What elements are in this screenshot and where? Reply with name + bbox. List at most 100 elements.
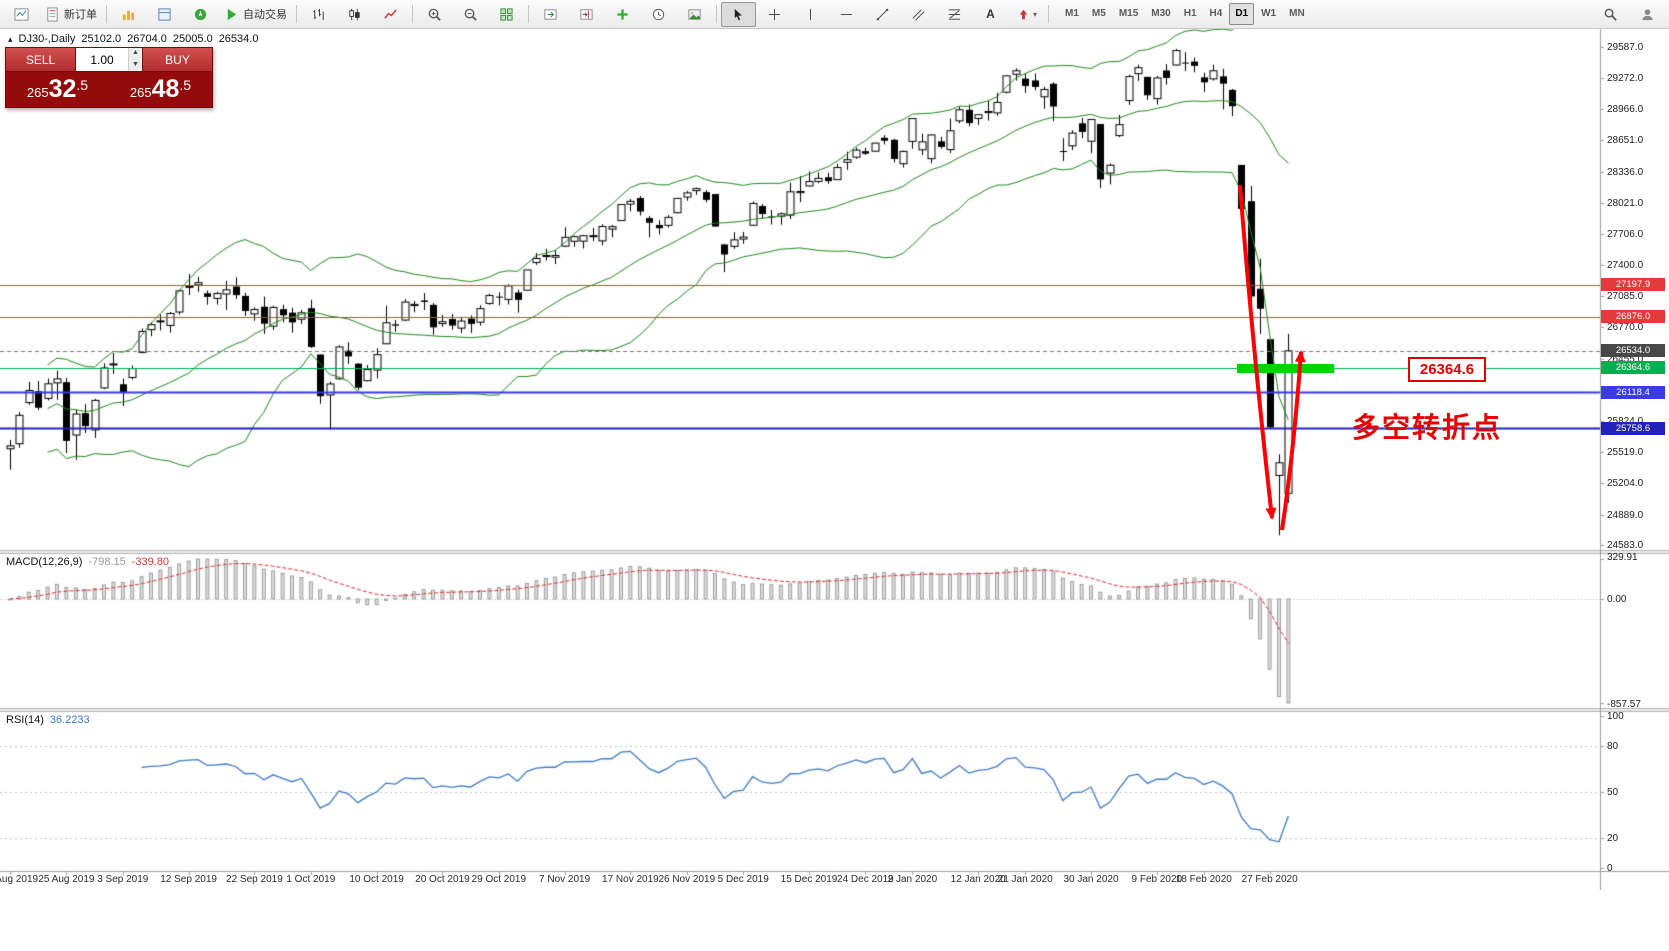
- volume-up-button[interactable]: ▲: [129, 48, 142, 60]
- channel-button[interactable]: [901, 2, 936, 27]
- tile-windows-button[interactable]: [489, 2, 524, 27]
- macd-indicator-label: MACD(12,26,9) -798.15 -339.80: [6, 556, 169, 568]
- turning-point-text[interactable]: 多空转折点: [1352, 412, 1503, 443]
- timeframe-button-m15[interactable]: M15: [1118, 8, 1139, 19]
- timeframe-button-mn[interactable]: MN: [1289, 8, 1305, 19]
- toolbar-separator: [412, 5, 413, 23]
- arrows-tool-button[interactable]: ▾: [1009, 2, 1044, 27]
- indicators-button[interactable]: [605, 2, 640, 27]
- time-axis-label: 2 Jan 2020: [887, 874, 938, 885]
- sell-button[interactable]: SELL: [6, 48, 75, 71]
- data-window-button[interactable]: [147, 2, 182, 27]
- chart-title: ▴ DJ30-,Daily 25102.0 26704.0 25005.0 26…: [8, 33, 258, 45]
- time-axis-label: 29 Oct 2019: [471, 874, 527, 885]
- price-digits: .5: [179, 77, 192, 93]
- chart-shift-icon: [580, 8, 593, 20]
- price-digits: .5: [76, 77, 89, 93]
- fibonacci-button[interactable]: [937, 2, 972, 27]
- periods-button[interactable]: [641, 2, 676, 27]
- time-axis-label: 1 Oct 2019: [286, 874, 336, 885]
- crosshair-button[interactable]: [757, 2, 792, 27]
- line-chart-button[interactable]: [373, 2, 408, 27]
- add-indicator-icon: [617, 8, 628, 20]
- timeframe-button-m1[interactable]: M1: [1065, 8, 1079, 19]
- volume-input[interactable]: [76, 48, 128, 71]
- templates-button[interactable]: [677, 2, 712, 27]
- vertical-line-button[interactable]: [793, 2, 828, 27]
- timeframe-button-m30[interactable]: M30: [1151, 8, 1171, 19]
- support-highlight-bar[interactable]: [1236, 363, 1334, 373]
- time-axis-label: 12 Sep 2019: [160, 874, 217, 885]
- volume-down-button[interactable]: ▼: [129, 59, 142, 71]
- text-button[interactable]: A: [973, 2, 1008, 27]
- cursor-icon: [734, 8, 742, 20]
- candlestick-chart-button[interactable]: [337, 2, 372, 27]
- price-tag: 26364.6: [1601, 361, 1665, 375]
- timeframe-group: M1 M5 M15 M30 H1 H4 D1 W1 MN: [1059, 3, 1311, 25]
- cursor-button[interactable]: [721, 1, 756, 27]
- toolbar-separator: [716, 5, 717, 23]
- toolbar: 新订单 自动交易 A ▾ M1 M5 M15 M30 H1 H4 D1 W1 MN: [0, 0, 1669, 29]
- navigator-icon: [194, 8, 207, 20]
- price-axis-label: 28021.0: [1607, 197, 1644, 209]
- new-order-button[interactable]: 新订单: [40, 2, 102, 27]
- time-axis-label: 3 Sep 2019: [97, 874, 149, 885]
- time-axis-label: 9 Feb 2020: [1131, 874, 1183, 885]
- price-axis-label: 28651.0: [1607, 135, 1644, 147]
- macd-scale-label: -857.57: [1607, 699, 1641, 710]
- chart-shift-button[interactable]: [569, 2, 604, 27]
- time-axis-label: 5 Dec 2019: [717, 874, 769, 885]
- price-digits: 32: [48, 75, 77, 103]
- time-axis-label: 26 Nov 2019: [658, 874, 716, 885]
- price-axis-label: 27400.0: [1607, 259, 1644, 271]
- price-axis-label: 24889.0: [1607, 509, 1644, 521]
- sell-price[interactable]: 265 32.5: [6, 72, 109, 107]
- profile-button[interactable]: [1630, 2, 1665, 27]
- zoom-in-icon: [428, 8, 441, 21]
- time-axis-label: 27 Feb 2020: [1241, 874, 1298, 885]
- buy-price[interactable]: 265 48.5: [109, 72, 212, 107]
- timeframe-button-d1[interactable]: D1: [1229, 3, 1255, 25]
- autotrading-button[interactable]: 自动交易: [219, 2, 292, 27]
- auto-scroll-button[interactable]: [533, 2, 568, 27]
- price-axis-label: 28336.0: [1607, 166, 1644, 178]
- price-axis-label: 25204.0: [1607, 478, 1644, 490]
- navigator-button[interactable]: [183, 2, 218, 27]
- timeframe-button-m5[interactable]: M5: [1091, 8, 1106, 19]
- price-callout-label[interactable]: 26364.6: [1408, 356, 1486, 382]
- profile-icon: [1642, 8, 1653, 20]
- timeframe-button-w1[interactable]: W1: [1261, 8, 1277, 19]
- bar-chart-button[interactable]: [301, 2, 336, 27]
- zoom-out-button[interactable]: [453, 2, 488, 27]
- time-axis-label: 22 Sep 2019: [226, 874, 283, 885]
- crosshair-icon: [768, 8, 781, 20]
- time-axis-label: 15 Dec 2019: [780, 874, 838, 885]
- one-click-collapse-icon[interactable]: ▴: [8, 33, 13, 44]
- time-axis-label: 17 Nov 2019: [602, 874, 659, 885]
- price-axis[interactable]: 29587.0 29272.0 28966.0 28651.0 28336.0 28021…: [1600, 28, 1669, 890]
- rsi-scale-label: 50: [1607, 787, 1619, 798]
- price-tag: 26118.4: [1601, 385, 1665, 399]
- timeframe-button-h4[interactable]: H4: [1209, 8, 1223, 19]
- price-digits: 265: [26, 85, 49, 100]
- search-button[interactable]: [1593, 2, 1628, 27]
- buy-button[interactable]: BUY: [143, 48, 212, 71]
- price-tag: 26876.0: [1601, 310, 1665, 324]
- current-price-tag: 26534.0: [1601, 344, 1665, 358]
- trendline-button[interactable]: [865, 2, 900, 27]
- clock-icon: [652, 8, 665, 20]
- line-chart-icon: [384, 8, 397, 19]
- timeframe-button-h1[interactable]: H1: [1183, 8, 1197, 19]
- search-icon: [1604, 8, 1617, 21]
- new-order-icon: [47, 6, 58, 22]
- dropdown-caret-icon: ▾: [1032, 9, 1037, 19]
- market-watch-button[interactable]: [111, 2, 146, 27]
- zoom-in-button[interactable]: [417, 2, 452, 27]
- time-axis-label: 24 Dec 2019: [837, 874, 894, 885]
- horizontal-line-button[interactable]: [829, 2, 864, 27]
- new-chart-button[interactable]: [4, 2, 39, 27]
- time-axis-label: 30 Jan 2020: [1063, 874, 1119, 885]
- price-axis-label: 27706.0: [1607, 229, 1644, 241]
